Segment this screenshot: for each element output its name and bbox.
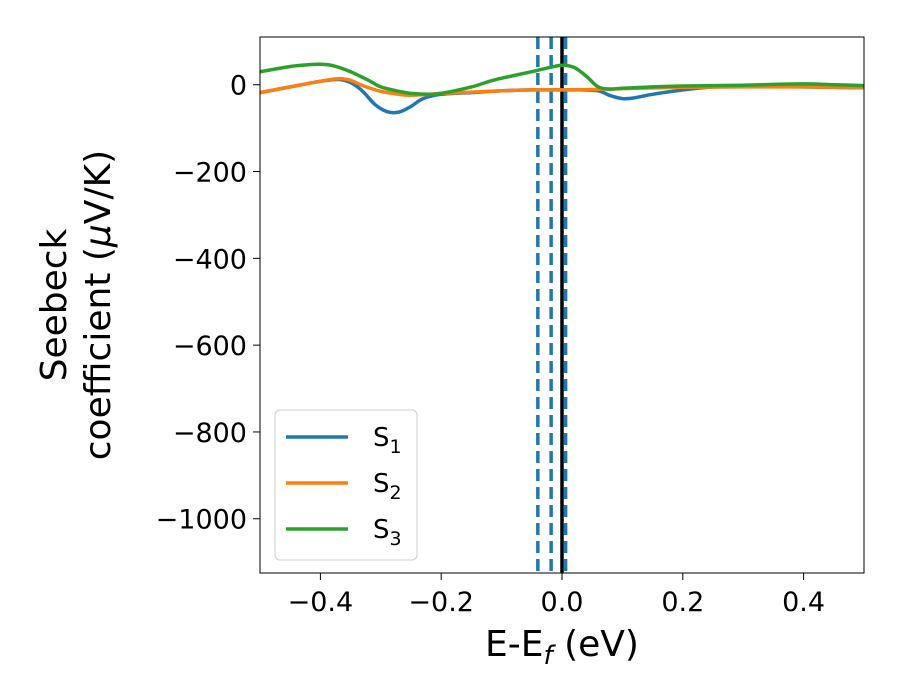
y-axis-title-line2: coefficient (μV/K): [78, 150, 119, 460]
x-tick-label: 0.4: [782, 587, 825, 618]
y-tick-label: −800: [173, 418, 247, 449]
y-tick-label: 0: [230, 71, 247, 102]
series-lines: [260, 62, 864, 115]
y-tick-label: −1000: [156, 505, 247, 536]
y-axis-title: Seebeck coefficient (μV/K): [34, 150, 119, 460]
y-tick-label: −600: [173, 331, 247, 362]
series-line-s3: [260, 62, 864, 97]
y-axis: 0 −200 −400 −600 −800 −1000: [156, 71, 260, 536]
legend-box: [274, 409, 418, 561]
x-tick-label: −0.4: [288, 587, 354, 618]
x-tick-label: 0.2: [661, 587, 704, 618]
x-tick-label: 0.0: [541, 587, 584, 618]
x-axis: −0.4 −0.2 0.0 0.2 0.4: [288, 573, 825, 618]
x-axis-title: E-Ef (eV): [485, 624, 639, 671]
y-tick-label: −400: [173, 244, 247, 275]
reference-lines: [536, 37, 568, 573]
x-tick-label: −0.2: [408, 587, 474, 618]
y-axis-title-line1: Seebeck: [34, 228, 75, 381]
y-tick-label: −200: [173, 158, 247, 189]
